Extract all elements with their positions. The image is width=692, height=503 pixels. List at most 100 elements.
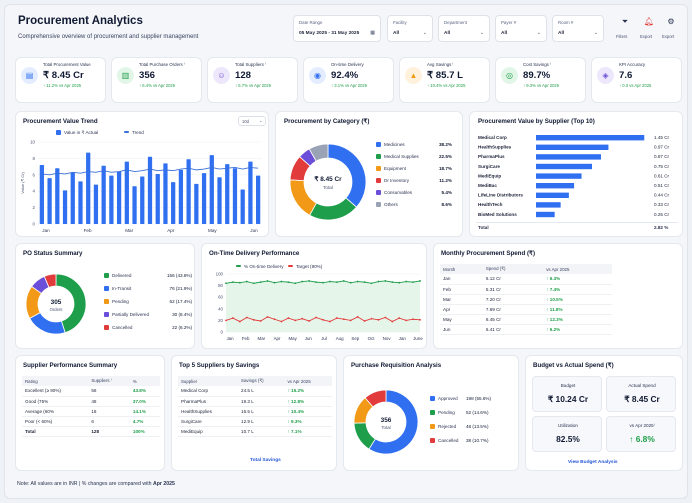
gear-icon: ⚙ [667,17,675,26]
donut-center-label: Orders [50,307,63,312]
y-tick-label: 2 [33,205,36,210]
y-tick-label: 10 [30,140,35,145]
footnote: Note: All values are in INR | % changes … [17,481,175,487]
table-row: Jun 6.41 Cr ↑ 6.2% [440,324,612,335]
legend-swatch [430,410,435,415]
trend-bar [70,172,75,224]
filters-button[interactable]: ⏷ Filters [615,17,635,43]
supplier-bar [536,192,569,198]
supplier-value-card: Procurement Value by Supplier (Top 10) M… [469,111,683,237]
filter-label: Payer # [501,20,517,25]
donut-center-value: 356 [381,417,392,424]
table-cell: ↑ 6.2% [543,324,612,335]
trend-bar [132,186,137,224]
budget-tile: vs Apr 2025ⁱ ↑ 6.8% [606,416,676,452]
y-tick-label: 20 [218,318,223,323]
calendar-icon: ▦ [370,30,375,36]
table-row: Feb 5.31 Cr ↑ 7.4% [440,284,612,295]
x-tick-label: Jul [321,336,327,341]
supplier-bar [536,173,582,179]
ontime-point [349,281,352,284]
x-tick-label: Sep [351,336,359,341]
legend-swatch [430,438,435,443]
supplier-bar-chart: Medical Corp 1.45 Cr HealthSupplies 0.97 Cr… [478,135,670,218]
filter-facility[interactable]: Facility All ⌄ [387,15,433,42]
table-row: Average (60% 18 14.1% [22,406,160,417]
card-title: Monthly Procurement Spend (₹) [441,250,536,257]
column-header: Spend (₹) [482,264,544,274]
page-title: Procurement Analytics [18,15,143,27]
supplier-name: BioMed Solutions [478,212,517,217]
trend-bar [101,165,106,224]
ontime-area [226,280,420,332]
legend-value: 22.5% [439,154,452,159]
target-point [342,318,345,321]
kpi-label: On-time Delivery [331,62,364,67]
filter-value: All [393,31,400,36]
export-button[interactable]: 🔔︎ Export [639,17,659,43]
table-header-row: Supplier Savings (₹) vs Apr 2025 [178,376,332,386]
x-tick-label: Jan [226,336,234,341]
total-savings-link[interactable]: Total Savings [250,458,281,463]
table-cell: 7.20 Cr [482,294,544,305]
table-row: MediEquip 10.7 L ↑ 7.1% [178,426,332,437]
export-settings-button[interactable]: ⚙ Export [661,17,681,43]
table-cell: May [440,314,483,325]
trend-bar [163,163,168,224]
budget-tile: Utilization 82.5% [532,416,602,452]
x-tick-label: Jan [42,228,50,233]
ontime-point [232,281,234,284]
kpi-value: 7.6 [619,70,633,81]
legend-label: Equipment [384,166,407,171]
view-budget-link[interactable]: View Budget Analysis [568,460,618,465]
kpi-value: 356 [139,70,156,81]
x-tick-label: Mar [258,336,266,341]
filter-date-range[interactable]: Date Range 05 May 2025 - 31 May 2025 ▦ [293,15,381,42]
budget-tile-value: ↑ 6.8% [629,434,655,444]
filter-department[interactable]: Department All ⌄ [438,15,490,42]
kpi-delta: ↑ 10.4% vs Apr 2025 [427,83,466,88]
trend-bar [217,177,222,224]
accuracy-icon: ◈ [597,67,614,84]
category-card: Procurement by Category (₹) ₹ 8.45 Cr Tot… [275,111,463,237]
filter-label: Facility [393,20,407,25]
trend-bar [39,164,44,224]
procurement-trend-card: Procurement Value Trend 10d ⌄ Value in ₹… [15,111,269,237]
table-cell: 24.5 L [238,386,285,397]
legend-swatch [104,273,109,278]
table-cell: ↑ 12.8% [284,396,332,407]
divider [476,222,678,223]
target-point [335,317,338,319]
category-slice [309,197,358,221]
legend-value: 198 (55.6%) [466,396,491,401]
supplier-value-label: 1.45 Cr [654,135,670,140]
dashboard: Procurement Analytics Comprehensive over… [4,4,688,499]
ontime-point [225,282,227,285]
ontime-point [377,280,380,283]
budget-tile: Actual Spend ₹ 8.45 Cr [606,376,676,412]
table-header-row: Rating Suppliers ⁱ% [22,376,160,386]
supplier-bar [536,202,561,208]
legend-swatch [104,325,109,330]
footnote-text: Note: All values are in INR | % changes … [17,481,153,487]
filter-value: 05 May 2025 - 31 May 2025 [299,31,360,36]
table-cell: 7.69 Cr [482,304,544,315]
table-cell: ↑ 9.3% [284,416,332,427]
filter-room[interactable]: Room # All ⌄ [552,15,604,42]
table-cell: ↑ 15.2% [284,386,332,397]
trend-bar [209,155,214,224]
ontime-point [398,281,401,284]
y-tick-label: 0 [33,222,36,227]
table-cell: Excellent (≥ 90%) [22,386,89,397]
range-select[interactable]: 10d ⌄ [238,116,266,126]
x-tick-label: May [289,336,298,341]
target-point [398,317,401,319]
table-row: Poor (< 60%) 6 4.7% [22,416,160,427]
target-point [329,320,331,323]
budget-tile-label: Actual Spend [628,383,656,388]
filter-payer[interactable]: Payer # All ⌄ [495,15,547,42]
legend-target: Target (90%) [288,264,322,269]
kpi-label: Total Purchase Orders ⁱ [139,62,185,67]
card-title: Procurement by Category (₹) [284,118,370,125]
